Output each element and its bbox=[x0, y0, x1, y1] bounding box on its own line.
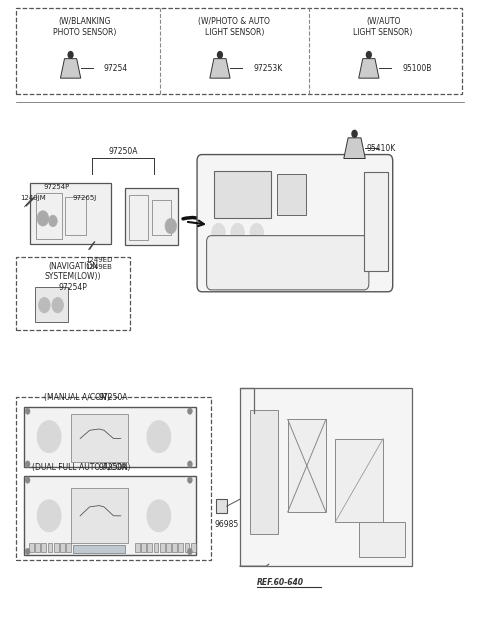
FancyBboxPatch shape bbox=[197, 154, 393, 292]
Circle shape bbox=[188, 408, 192, 414]
Bar bbox=[147, 542, 152, 551]
Text: 97250A: 97250A bbox=[99, 463, 128, 472]
Polygon shape bbox=[359, 58, 379, 78]
Circle shape bbox=[188, 548, 192, 554]
Circle shape bbox=[37, 420, 61, 453]
Text: (NAVIGATION
SYSTEM(LOW))
97254P: (NAVIGATION SYSTEM(LOW)) 97254P bbox=[45, 262, 101, 292]
FancyBboxPatch shape bbox=[206, 236, 369, 290]
Bar bbox=[240, 388, 412, 566]
Circle shape bbox=[188, 461, 192, 467]
Bar bbox=[129, 196, 148, 240]
Bar bbox=[29, 542, 34, 551]
Text: (W/AUTO
LIGHT SENSOR): (W/AUTO LIGHT SENSOR) bbox=[353, 17, 413, 37]
FancyArrowPatch shape bbox=[183, 217, 205, 222]
Circle shape bbox=[352, 130, 357, 137]
Text: 97265J: 97265J bbox=[72, 194, 96, 201]
Bar bbox=[16, 256, 130, 330]
Circle shape bbox=[147, 500, 171, 532]
Bar bbox=[24, 476, 196, 555]
Bar bbox=[16, 8, 462, 94]
Circle shape bbox=[37, 500, 61, 532]
Bar bbox=[60, 542, 65, 551]
Bar bbox=[179, 542, 183, 551]
Bar bbox=[364, 172, 388, 271]
Text: 1249JM: 1249JM bbox=[21, 194, 46, 201]
Bar bbox=[152, 200, 171, 235]
Bar bbox=[35, 287, 68, 322]
Polygon shape bbox=[60, 58, 81, 78]
Polygon shape bbox=[344, 138, 365, 158]
Circle shape bbox=[37, 211, 48, 226]
Circle shape bbox=[188, 477, 192, 483]
Text: (DUAL FULL AUTO A/CON): (DUAL FULL AUTO A/CON) bbox=[33, 463, 131, 472]
Bar bbox=[135, 542, 140, 551]
Circle shape bbox=[38, 297, 50, 313]
Bar bbox=[30, 183, 111, 244]
Bar bbox=[160, 542, 165, 551]
Text: 1249ED
1249EB: 1249ED 1249EB bbox=[85, 256, 112, 270]
Bar bbox=[288, 419, 326, 512]
Bar bbox=[35, 542, 40, 551]
Bar bbox=[73, 545, 125, 553]
Circle shape bbox=[147, 420, 171, 453]
Bar bbox=[214, 171, 271, 219]
Text: (W/PHOTO & AUTO
LIGHT SENSOR): (W/PHOTO & AUTO LIGHT SENSOR) bbox=[198, 17, 270, 37]
Circle shape bbox=[366, 51, 372, 58]
Bar bbox=[54, 542, 59, 551]
Bar bbox=[250, 410, 278, 535]
Text: 97253K: 97253K bbox=[253, 64, 283, 73]
Circle shape bbox=[231, 224, 244, 242]
Bar bbox=[41, 542, 46, 551]
Text: 97254P: 97254P bbox=[43, 184, 70, 190]
Bar bbox=[36, 193, 62, 239]
Text: 96985: 96985 bbox=[215, 520, 239, 529]
Text: 97254: 97254 bbox=[104, 64, 128, 73]
Bar bbox=[166, 542, 171, 551]
Bar bbox=[16, 397, 211, 560]
Bar bbox=[65, 197, 86, 235]
Bar bbox=[216, 499, 227, 513]
Text: (W/BLANKING
PHOTO SENSOR): (W/BLANKING PHOTO SENSOR) bbox=[53, 17, 117, 37]
Circle shape bbox=[25, 548, 30, 554]
Bar bbox=[125, 188, 178, 246]
Bar bbox=[71, 488, 128, 542]
Circle shape bbox=[212, 224, 225, 242]
Circle shape bbox=[25, 477, 30, 483]
Bar bbox=[141, 542, 146, 551]
Bar bbox=[71, 414, 128, 462]
Circle shape bbox=[165, 219, 177, 234]
Text: REF.60-640: REF.60-640 bbox=[257, 578, 304, 587]
Polygon shape bbox=[210, 58, 230, 78]
Bar bbox=[185, 542, 190, 551]
Circle shape bbox=[25, 408, 30, 414]
Bar bbox=[277, 174, 306, 215]
Bar bbox=[66, 542, 71, 551]
Circle shape bbox=[68, 51, 73, 58]
Circle shape bbox=[48, 215, 57, 227]
Text: 95100B: 95100B bbox=[402, 64, 432, 73]
Text: (MANUAL A/CON): (MANUAL A/CON) bbox=[44, 393, 110, 402]
Bar bbox=[24, 406, 196, 467]
Bar bbox=[336, 438, 383, 522]
Text: 95410K: 95410K bbox=[366, 144, 396, 153]
Bar bbox=[154, 542, 158, 551]
Text: 97250A: 97250A bbox=[108, 147, 138, 156]
Circle shape bbox=[217, 51, 222, 58]
Circle shape bbox=[250, 224, 264, 242]
Circle shape bbox=[25, 461, 30, 467]
Text: 97250A: 97250A bbox=[99, 393, 128, 402]
Bar bbox=[172, 542, 177, 551]
Bar bbox=[360, 522, 405, 556]
Circle shape bbox=[52, 297, 63, 313]
Bar bbox=[191, 542, 196, 551]
Bar bbox=[48, 542, 52, 551]
